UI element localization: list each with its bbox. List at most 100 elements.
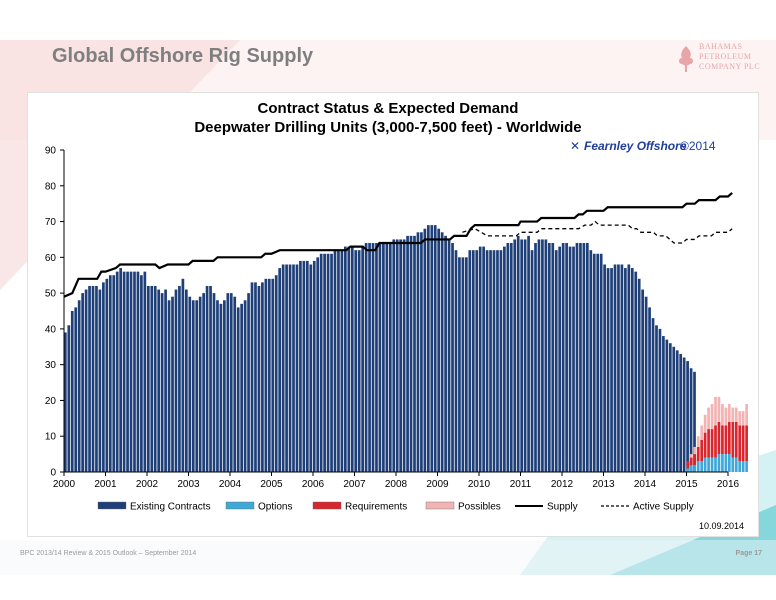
bar-existing-contracts [603, 264, 606, 472]
bar-existing-contracts [64, 332, 67, 472]
bar-existing-contracts [426, 225, 430, 472]
bar-options [745, 461, 748, 472]
bar-options [714, 457, 717, 472]
bar-existing-contracts [267, 278, 271, 472]
bar-existing-contracts [630, 268, 634, 472]
legend-label-existing-contracts: Existing Contracts [130, 502, 211, 513]
bar-existing-contracts [288, 264, 292, 472]
bar-existing-contracts [115, 271, 119, 472]
bar-options [693, 464, 697, 472]
bar-existing-contracts [565, 243, 568, 472]
x-tick-label: 2001 [94, 479, 117, 490]
bar-possibles [727, 404, 731, 422]
bar-requirements [686, 461, 690, 469]
bar-existing-contracts [184, 289, 188, 472]
supply-line [63, 192, 733, 298]
bar-existing-contracts [261, 282, 264, 472]
bar-existing-contracts [503, 246, 506, 472]
bar-existing-contracts [665, 339, 669, 472]
bpc-logo-mark [679, 46, 693, 72]
brand-name: Fearnley Offshore [584, 139, 687, 153]
y-tick-label: 0 [50, 468, 56, 479]
bar-existing-contracts [233, 296, 237, 472]
bar-requirements [745, 425, 748, 462]
bar-existing-contracts [126, 271, 129, 472]
bar-existing-contracts [686, 361, 689, 472]
bar-existing-contracts [164, 289, 167, 472]
bar-options [710, 457, 714, 472]
bar-existing-contracts [613, 264, 617, 472]
bpc-logo: BAHAMAS PETROLEUM COMPANY PLC [676, 42, 772, 76]
bar-existing-contracts [395, 239, 399, 472]
bar-existing-contracts [236, 307, 240, 472]
bar-existing-contracts [209, 285, 212, 472]
bar-existing-contracts [689, 368, 693, 472]
bar-existing-contracts [74, 307, 78, 472]
bar-existing-contracts [347, 246, 351, 472]
bar-existing-contracts [544, 239, 548, 472]
bar-existing-contracts [554, 250, 558, 472]
bar-existing-contracts [119, 268, 123, 472]
deepwater-contract-chart: Contract Status & Expected Demand Deepwa… [45, 100, 748, 531]
plot-area: 0 10 20 30 40 50 60 70 80 90 2000 2001 2002 2003 2004 2… [45, 146, 748, 490]
bar-existing-contracts [572, 246, 575, 472]
bar-existing-contracts [662, 336, 665, 472]
y-tick-label: 20 [45, 396, 57, 407]
bar-existing-contracts [599, 253, 603, 472]
bar-existing-contracts [575, 243, 579, 472]
y-tick-label: 90 [45, 146, 57, 157]
x-tick-label: 2002 [136, 479, 159, 490]
bar-existing-contracts [641, 289, 645, 472]
bar-requirements [696, 446, 700, 462]
bar-existing-contracts [558, 246, 562, 472]
bar-existing-contracts [541, 239, 544, 472]
bar-existing-contracts [465, 257, 468, 472]
x-tick-label: 2004 [219, 479, 242, 490]
bar-existing-contracts [309, 264, 313, 472]
bar-existing-contracts [191, 300, 195, 472]
bar-existing-contracts [489, 250, 492, 472]
legend: Existing Contracts Options Requirements Pos… [97, 501, 694, 513]
bar-existing-contracts [216, 300, 219, 472]
bar-existing-contracts [420, 232, 423, 472]
bar-existing-contracts [496, 250, 499, 472]
active-supply-line [462, 220, 733, 244]
x-tick-label: 2013 [592, 479, 615, 490]
logo-line: BAHAMAS [699, 42, 743, 51]
bar-requirements [734, 421, 738, 458]
bar-existing-contracts [361, 246, 364, 472]
bar-existing-contracts [499, 250, 503, 472]
legend-swatch-requirements [312, 501, 342, 510]
bar-existing-contracts [316, 257, 320, 472]
x-tick-label: 2006 [302, 479, 325, 490]
bar-existing-contracts [516, 235, 520, 472]
bar-existing-contracts [693, 371, 696, 472]
bar-requirements [721, 425, 724, 455]
bar-existing-contracts [205, 285, 209, 472]
bar-existing-contracts [181, 278, 185, 472]
bar-possibles [734, 407, 738, 422]
bar-existing-contracts [157, 289, 161, 472]
bar-existing-contracts [582, 243, 586, 472]
bar-existing-contracts [212, 293, 216, 472]
bar-existing-contracts [475, 250, 479, 472]
legend-label-possibles: Possibles [458, 502, 501, 513]
bar-existing-contracts [174, 289, 178, 472]
y-tick-label: 60 [45, 253, 57, 264]
bar-existing-contracts [102, 282, 105, 472]
bar-existing-contracts [416, 232, 420, 472]
bar-existing-contracts [364, 243, 368, 472]
legend-swatch-existing-contracts [97, 501, 127, 510]
bar-existing-contracts [451, 243, 454, 472]
legend-swatch-possibles [425, 501, 455, 510]
bar-existing-contracts [167, 300, 171, 472]
bar-existing-contracts [105, 278, 109, 472]
bar-existing-contracts [319, 253, 323, 472]
bar-existing-contracts [243, 300, 247, 472]
bar-existing-contracts [592, 253, 596, 472]
bar-existing-contracts [140, 275, 143, 472]
bar-existing-contracts [458, 257, 461, 472]
bar-existing-contracts [312, 260, 316, 472]
bar-existing-contracts [637, 278, 641, 472]
bar-possibles [731, 407, 735, 422]
